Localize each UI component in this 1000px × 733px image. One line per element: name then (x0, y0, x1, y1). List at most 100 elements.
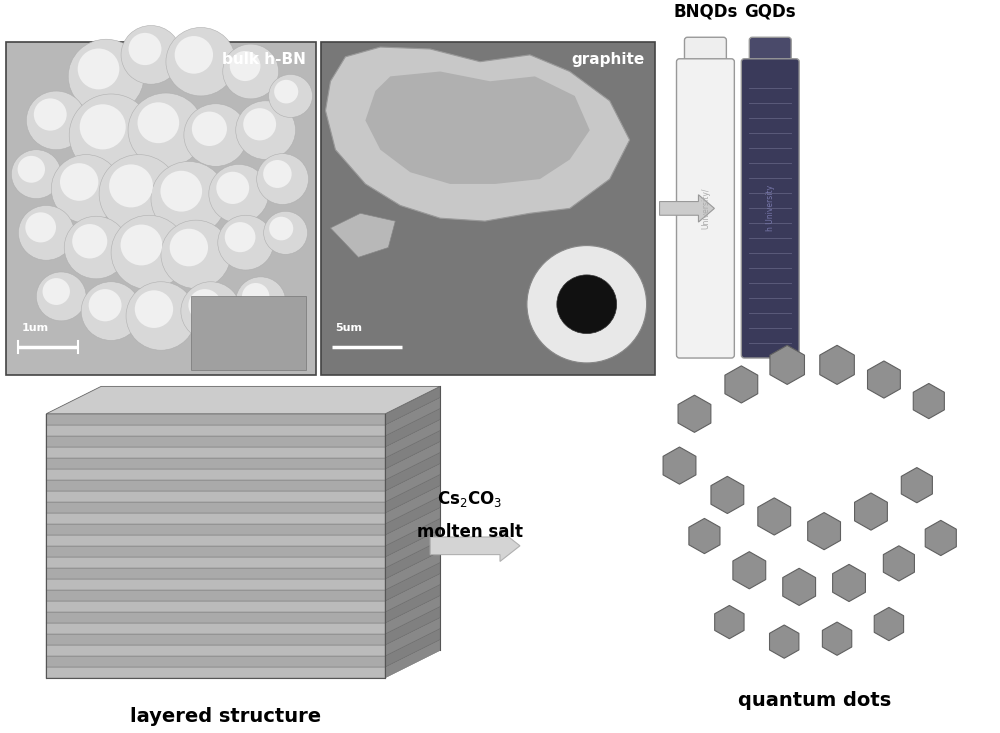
FancyArrow shape (430, 530, 520, 561)
Polygon shape (46, 469, 385, 480)
Polygon shape (46, 579, 385, 590)
Circle shape (151, 161, 227, 236)
Circle shape (257, 154, 309, 205)
Polygon shape (385, 430, 440, 469)
Polygon shape (663, 447, 696, 485)
Polygon shape (733, 552, 766, 589)
Polygon shape (46, 480, 385, 491)
Circle shape (51, 155, 121, 223)
Polygon shape (46, 645, 385, 656)
Circle shape (274, 80, 298, 103)
Polygon shape (385, 617, 440, 656)
Polygon shape (783, 568, 816, 605)
Polygon shape (46, 447, 385, 458)
Polygon shape (385, 397, 440, 436)
Polygon shape (46, 502, 385, 513)
Polygon shape (715, 605, 744, 638)
Circle shape (34, 98, 67, 130)
Circle shape (269, 217, 293, 240)
Polygon shape (385, 562, 440, 601)
Polygon shape (385, 496, 440, 535)
Circle shape (129, 33, 161, 65)
Circle shape (184, 104, 248, 166)
Circle shape (69, 94, 153, 176)
Circle shape (11, 150, 61, 199)
Polygon shape (46, 546, 385, 557)
Polygon shape (758, 498, 791, 535)
Polygon shape (833, 564, 865, 602)
Polygon shape (868, 361, 900, 398)
Polygon shape (385, 529, 440, 568)
Circle shape (236, 277, 286, 325)
Circle shape (216, 172, 249, 204)
Polygon shape (385, 518, 440, 557)
Polygon shape (46, 436, 385, 447)
Text: layered structure: layered structure (130, 707, 321, 726)
Polygon shape (325, 47, 630, 221)
Polygon shape (46, 513, 385, 524)
Circle shape (18, 205, 74, 260)
Polygon shape (46, 612, 385, 623)
Polygon shape (689, 518, 720, 553)
Polygon shape (385, 408, 440, 447)
Polygon shape (46, 413, 385, 425)
Text: 5um: 5um (335, 323, 362, 333)
Circle shape (527, 246, 647, 363)
Circle shape (64, 216, 128, 279)
Circle shape (192, 111, 227, 146)
Polygon shape (46, 634, 385, 645)
Polygon shape (46, 491, 385, 502)
Polygon shape (365, 72, 590, 184)
Polygon shape (46, 535, 385, 546)
Bar (191, 296, 306, 369)
Circle shape (36, 272, 86, 321)
Circle shape (223, 44, 279, 99)
FancyBboxPatch shape (677, 59, 734, 358)
Polygon shape (385, 419, 440, 458)
Circle shape (43, 278, 70, 305)
Circle shape (72, 224, 107, 259)
Circle shape (121, 224, 162, 265)
Circle shape (557, 275, 617, 334)
Circle shape (166, 27, 236, 96)
Circle shape (26, 91, 86, 150)
Circle shape (170, 229, 208, 266)
Circle shape (263, 160, 292, 188)
Circle shape (109, 164, 153, 207)
Polygon shape (820, 345, 854, 384)
FancyBboxPatch shape (749, 37, 791, 65)
Polygon shape (385, 584, 440, 623)
FancyBboxPatch shape (684, 37, 726, 65)
Polygon shape (46, 425, 385, 436)
Circle shape (225, 222, 255, 252)
Polygon shape (770, 625, 799, 658)
Polygon shape (808, 512, 841, 550)
Polygon shape (385, 551, 440, 590)
Polygon shape (913, 383, 944, 419)
Polygon shape (385, 639, 440, 678)
Bar (6, 43, 316, 375)
Polygon shape (822, 622, 852, 655)
FancyBboxPatch shape (741, 59, 799, 358)
Polygon shape (46, 458, 385, 469)
Polygon shape (385, 452, 440, 491)
Polygon shape (46, 590, 385, 601)
Circle shape (188, 289, 221, 321)
Circle shape (209, 164, 269, 223)
Circle shape (121, 26, 181, 84)
Polygon shape (385, 540, 440, 579)
Polygon shape (385, 463, 440, 502)
Text: bulk h-BN: bulk h-BN (222, 52, 306, 67)
Circle shape (138, 103, 179, 143)
Circle shape (89, 289, 122, 321)
Circle shape (80, 104, 126, 150)
Circle shape (160, 171, 202, 212)
Circle shape (126, 281, 196, 350)
Polygon shape (855, 493, 887, 530)
Polygon shape (46, 601, 385, 612)
Polygon shape (385, 595, 440, 634)
Polygon shape (925, 520, 956, 556)
Text: h University: h University (766, 185, 775, 232)
Circle shape (78, 48, 119, 89)
Circle shape (264, 211, 308, 254)
